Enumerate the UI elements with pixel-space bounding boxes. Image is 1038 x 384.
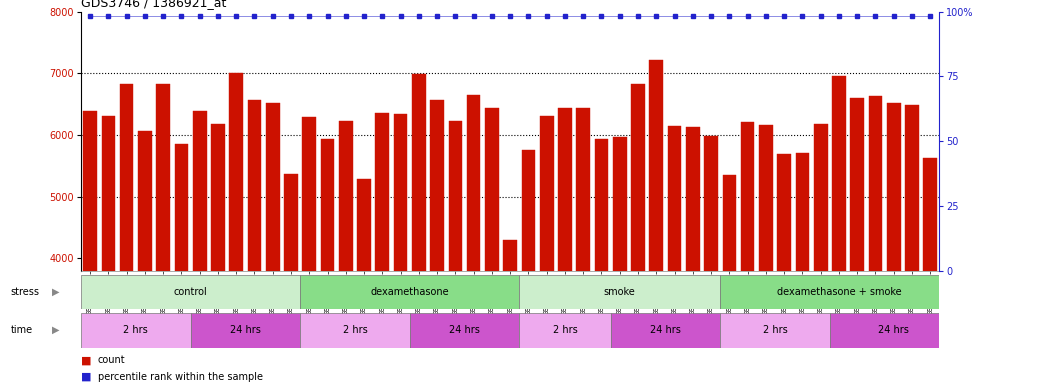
Bar xyxy=(924,158,937,384)
Text: ▶: ▶ xyxy=(52,287,60,297)
Bar xyxy=(869,96,882,384)
Bar xyxy=(339,121,353,384)
Text: time: time xyxy=(10,325,32,335)
Bar xyxy=(519,313,610,348)
Text: 2 hrs: 2 hrs xyxy=(763,325,788,335)
Text: dexamethasone + smoke: dexamethasone + smoke xyxy=(776,287,901,297)
Text: 24 hrs: 24 hrs xyxy=(229,325,261,335)
Text: stress: stress xyxy=(10,287,39,297)
Bar xyxy=(720,313,829,348)
Bar xyxy=(191,313,300,348)
Bar xyxy=(81,313,191,348)
Text: count: count xyxy=(98,355,126,365)
Bar xyxy=(448,121,462,384)
Bar xyxy=(576,108,590,384)
Bar xyxy=(905,105,919,384)
Text: ■: ■ xyxy=(81,372,91,382)
Text: 24 hrs: 24 hrs xyxy=(449,325,480,335)
Bar xyxy=(521,150,536,384)
Text: 2 hrs: 2 hrs xyxy=(124,325,148,335)
Text: smoke: smoke xyxy=(604,287,635,297)
Bar xyxy=(829,313,958,348)
Bar xyxy=(102,116,115,384)
Bar xyxy=(321,139,334,384)
Bar xyxy=(412,74,426,384)
Bar xyxy=(720,275,958,309)
Bar xyxy=(393,114,408,384)
Text: percentile rank within the sample: percentile rank within the sample xyxy=(98,372,263,382)
Bar xyxy=(650,60,663,384)
Text: ▶: ▶ xyxy=(52,325,60,335)
Bar xyxy=(193,111,207,384)
Bar xyxy=(485,108,499,384)
Bar xyxy=(211,124,225,384)
Bar xyxy=(157,84,170,384)
Bar xyxy=(777,154,791,384)
Bar xyxy=(83,111,97,384)
Text: 24 hrs: 24 hrs xyxy=(650,325,681,335)
Bar xyxy=(138,131,152,384)
Bar xyxy=(266,103,279,384)
Bar xyxy=(631,84,645,384)
Bar xyxy=(610,313,720,348)
Bar xyxy=(832,76,846,384)
Bar xyxy=(595,139,608,384)
Bar xyxy=(886,103,901,384)
Bar xyxy=(540,116,553,384)
Bar xyxy=(119,84,134,384)
Bar xyxy=(667,126,681,384)
Bar xyxy=(81,275,300,309)
Text: GDS3746 / 1386921_at: GDS3746 / 1386921_at xyxy=(81,0,226,9)
Bar xyxy=(376,113,389,384)
Bar xyxy=(741,122,755,384)
Bar xyxy=(503,240,517,384)
Bar xyxy=(410,313,519,348)
Text: 2 hrs: 2 hrs xyxy=(343,325,367,335)
Bar xyxy=(850,98,864,384)
Bar xyxy=(795,154,810,384)
Bar xyxy=(357,179,371,384)
Bar xyxy=(300,313,410,348)
Bar xyxy=(302,117,317,384)
Bar xyxy=(612,137,627,384)
Bar xyxy=(284,174,298,384)
Bar xyxy=(686,127,700,384)
Text: ■: ■ xyxy=(81,355,91,365)
Bar xyxy=(704,136,718,384)
Bar xyxy=(300,275,519,309)
Bar xyxy=(519,275,720,309)
Text: control: control xyxy=(173,287,208,297)
Bar xyxy=(229,73,243,384)
Text: dexamethasone: dexamethasone xyxy=(371,287,449,297)
Bar xyxy=(759,125,772,384)
Bar xyxy=(467,95,481,384)
Text: 24 hrs: 24 hrs xyxy=(878,325,909,335)
Bar xyxy=(431,100,444,384)
Bar xyxy=(174,144,188,384)
Bar xyxy=(814,124,827,384)
Text: 2 hrs: 2 hrs xyxy=(552,325,577,335)
Bar xyxy=(248,100,262,384)
Bar xyxy=(558,108,572,384)
Bar xyxy=(722,175,736,384)
